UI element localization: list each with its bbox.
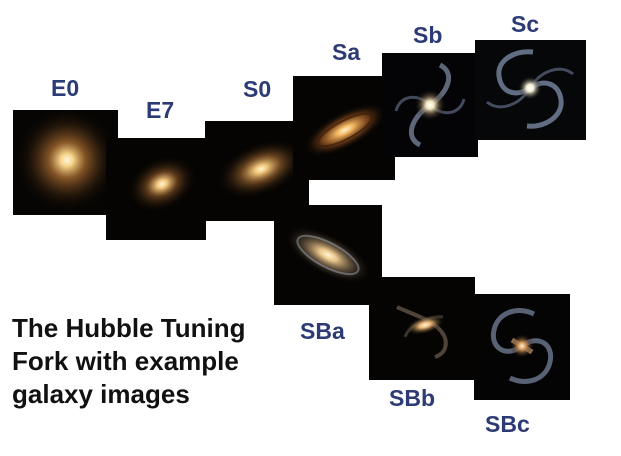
galaxy-image-e7	[106, 138, 206, 240]
galaxy-image-sbb	[369, 277, 475, 380]
caption-line-1: The Hubble Tuning	[12, 313, 246, 343]
label-sbb: SBb	[389, 385, 435, 411]
galaxy-image-sbc	[474, 294, 570, 400]
label-sbc: SBc	[485, 411, 530, 437]
galaxy-image-sc	[475, 40, 586, 140]
galaxy-image-s0	[205, 121, 309, 221]
label-sb: Sb	[413, 22, 443, 48]
caption-line-3: galaxy images	[12, 379, 190, 409]
galaxy-image-sb	[382, 53, 478, 157]
label-sa: Sa	[332, 39, 361, 65]
label-e7: E7	[146, 97, 175, 123]
label-s0: S0	[243, 76, 272, 102]
label-sc: Sc	[511, 11, 540, 37]
label-e0: E0	[51, 75, 80, 101]
caption: The Hubble Tuning Fork with example gala…	[12, 312, 245, 411]
galaxy-image-sba	[274, 205, 382, 305]
label-sba: SBa	[300, 318, 345, 344]
caption-line-2: Fork with example	[12, 346, 239, 376]
galaxy-image-sa	[293, 76, 395, 180]
galaxy-image-e0	[13, 110, 118, 215]
